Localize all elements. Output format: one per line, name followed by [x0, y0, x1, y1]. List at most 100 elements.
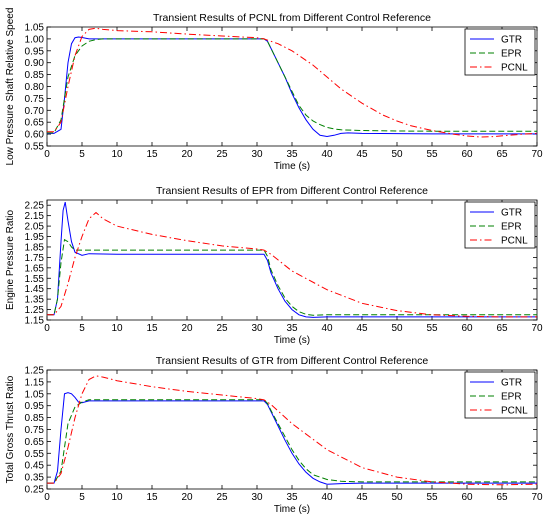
y-tick-label: 1.95: [25, 232, 45, 243]
series-line-gtr: [47, 201, 537, 318]
legend-label-pcnl: PCNL: [501, 406, 528, 417]
y-axis-label: Engine Pressure Ratio: [5, 210, 16, 310]
chart-panel-3: Transient Results of GTR from Different …: [5, 355, 543, 515]
x-tick-label: 65: [496, 492, 508, 503]
x-tick-label: 70: [531, 492, 543, 503]
x-tick-label: 55: [426, 492, 438, 503]
x-tick-label: 50: [391, 149, 403, 160]
x-axis-label: Time (s): [274, 504, 310, 515]
x-tick-label: 15: [146, 149, 158, 160]
y-tick-label: 0.65: [25, 437, 45, 448]
x-tick-label: 25: [216, 492, 228, 503]
x-tick-label: 50: [391, 492, 403, 503]
y-tick-label: 1.05: [25, 23, 45, 34]
x-tick-label: 20: [181, 492, 193, 503]
y-tick-label: 0.75: [25, 425, 45, 436]
y-tick-label: 0.95: [25, 46, 45, 57]
x-tick-label: 10: [111, 492, 123, 503]
x-tick-label: 25: [216, 149, 228, 160]
chart-panel-1: Transient Results of PCNL from Different…: [5, 8, 543, 172]
y-tick-label: 0.90: [25, 58, 45, 69]
y-tick-label: 0.75: [25, 94, 45, 105]
legend: GTR EPR PCNL: [464, 371, 536, 419]
legend-label-epr: EPR: [501, 222, 522, 233]
y-tick-label: 2.15: [25, 211, 45, 222]
x-tick-label: 35: [286, 149, 298, 160]
x-axis-label: Time (s): [274, 161, 310, 172]
x-tick-label: 30: [251, 492, 263, 503]
x-tick-label: 60: [461, 149, 473, 160]
y-tick-label: 0.35: [25, 473, 45, 484]
x-tick-label: 35: [286, 492, 298, 503]
y-tick-label: 1.05: [25, 389, 45, 400]
x-tick-label: 0: [44, 492, 50, 503]
y-tick-label: 0.85: [25, 413, 45, 424]
chart-panel-2: Transient Results of EPR from Different …: [5, 185, 543, 346]
x-tick-label: 55: [426, 323, 438, 334]
plot-area: [46, 369, 538, 490]
x-tick-label: 20: [181, 323, 193, 334]
series-line-epr: [47, 399, 537, 484]
chart-title: Transient Results of GTR from Different …: [156, 355, 429, 367]
y-tick-label: 0.55: [25, 142, 45, 153]
y-tick-label: 1.15: [25, 316, 45, 327]
chart-title: Transient Results of PCNL from Different…: [153, 12, 431, 24]
x-tick-label: 0: [44, 323, 50, 334]
series-line-pcnl: [47, 27, 537, 138]
x-tick-label: 20: [181, 149, 193, 160]
x-tick-label: 5: [79, 323, 85, 334]
series-line-gtr: [47, 36, 537, 138]
x-axis-label: Time (s): [274, 335, 310, 346]
legend-label-pcnl: PCNL: [501, 236, 528, 247]
x-tick-label: 50: [391, 323, 403, 334]
y-tick-label: 0.25: [25, 485, 45, 496]
x-tick-label: 10: [111, 149, 123, 160]
x-tick-label: 60: [461, 492, 473, 503]
x-tick-label: 55: [426, 149, 438, 160]
y-tick-label: 1.75: [25, 253, 45, 264]
x-tick-label: 0: [44, 149, 50, 160]
y-tick-label: 0.55: [25, 449, 45, 460]
y-tick-label: 1.25: [25, 366, 45, 377]
y-axis-label: Low Pressure Shaft Relative Speed: [5, 8, 16, 166]
series-line-epr: [47, 38, 537, 134]
x-tick-label: 65: [496, 323, 508, 334]
x-tick-label: 15: [146, 323, 158, 334]
x-tick-label: 60: [461, 323, 473, 334]
y-tick-label: 0.85: [25, 70, 45, 81]
x-tick-label: 15: [146, 492, 158, 503]
y-tick-label: 1.45: [25, 284, 45, 295]
series-line-pcnl: [47, 211, 537, 318]
x-tick-label: 45: [356, 323, 368, 334]
x-tick-label: 35: [286, 323, 298, 334]
y-tick-label: 2.05: [25, 222, 45, 233]
x-tick-label: 5: [79, 492, 85, 503]
y-tick-label: 1.25: [25, 305, 45, 316]
x-tick-label: 45: [356, 149, 368, 160]
legend-label-gtr: GTR: [501, 378, 522, 389]
x-tick-label: 30: [251, 149, 263, 160]
x-tick-label: 30: [251, 323, 263, 334]
legend: GTR EPR PCNL: [464, 28, 536, 76]
legend-label-pcnl: PCNL: [501, 63, 528, 74]
y-tick-label: 0.45: [25, 461, 45, 472]
y-tick-label: 1.55: [25, 274, 45, 285]
x-tick-label: 70: [531, 323, 543, 334]
x-tick-label: 25: [216, 323, 228, 334]
x-tick-label: 5: [79, 149, 85, 160]
x-tick-label: 40: [321, 323, 333, 334]
x-tick-label: 65: [496, 149, 508, 160]
y-tick-label: 0.65: [25, 118, 45, 129]
y-tick-label: 1.00: [25, 34, 45, 45]
y-tick-label: 1.65: [25, 263, 45, 274]
plot-area: [46, 199, 538, 321]
x-tick-label: 10: [111, 323, 123, 334]
y-tick-label: 0.60: [25, 130, 45, 141]
series-line-gtr: [47, 392, 537, 485]
y-tick-label: 0.80: [25, 82, 45, 93]
series-line-epr: [47, 238, 537, 316]
legend-label-gtr: GTR: [501, 35, 522, 46]
legend-label-gtr: GTR: [501, 208, 522, 219]
chart-title: Transient Results of EPR from Different …: [156, 185, 428, 197]
